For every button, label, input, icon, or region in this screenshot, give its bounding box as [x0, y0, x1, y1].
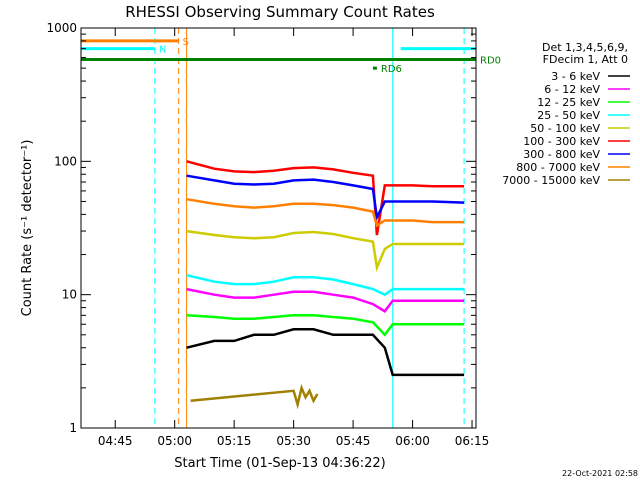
x-tick-label-0: 04:45 [98, 434, 133, 448]
y-tick-label-2: 100 [54, 154, 77, 168]
attenuator-bars: S N RD0 RD6 [81, 37, 501, 75]
series-line-2 [186, 314, 465, 337]
x-tick-label-6: 06:15 [455, 434, 490, 448]
legend-label-7: 800 - 7000 keV [516, 161, 600, 174]
legend-label-5: 100 - 300 keV [523, 135, 600, 148]
x-tick-label-3: 05:30 [276, 434, 311, 448]
footer-timestamp: 22-Oct-2021 02:58 [562, 469, 638, 478]
legend-label-6: 300 - 800 keV [523, 148, 600, 161]
legend-header-0: Det 1,3,4,5,6,9, [542, 41, 628, 54]
series-line-5 [186, 160, 465, 236]
state-bar-label-3: RD0 [480, 56, 501, 67]
series-line-1 [186, 287, 465, 313]
legend-label-3: 25 - 50 keV [537, 109, 600, 122]
axes: 04:45 05:00 05:15 05:30 05:45 06:00 06:15 1 10 10… [46, 21, 489, 448]
legend-label-2: 12 - 25 keV [537, 96, 600, 109]
series-line-7 [186, 197, 465, 228]
series-line-0 [186, 328, 465, 377]
x-tick-label-4: 05:45 [336, 434, 371, 448]
series-group [186, 160, 465, 410]
series-line-8 [190, 383, 319, 410]
state-bar-label-4: RD6 [381, 64, 402, 75]
y-tick-label-3: 1000 [46, 21, 77, 35]
series-line-3 [186, 273, 465, 297]
x-axis-label: Start Time (01-Sep-13 04:36:22) [174, 456, 385, 471]
plot-frame [80, 27, 477, 429]
legend-label-1: 6 - 12 keV [544, 83, 600, 96]
x-tick-label-5: 06:00 [395, 434, 430, 448]
legend-label-8: 7000 - 15000 keV [502, 174, 600, 187]
y-axis-label: Count Rate (s⁻¹ detector⁻¹) [20, 140, 35, 317]
series-line-6 [186, 174, 465, 222]
legend-label-0: 3 - 6 keV [551, 70, 600, 83]
y-tick-label-0: 1 [69, 421, 77, 435]
series-line-4 [186, 229, 465, 273]
legend-header-1: FDecim 1, Att 0 [543, 53, 628, 66]
x-tick-label-1: 05:00 [157, 434, 192, 448]
legend-label-4: 50 - 100 keV [530, 122, 600, 135]
legend: Det 1,3,4,5,6,9,FDecim 1, Att 0 3 - 6 keV… [502, 41, 630, 187]
chart-title: RHESSI Observing Summary Count Rates [125, 3, 435, 21]
x-tick-label-2: 05:15 [217, 434, 252, 448]
y-tick-label-1: 10 [62, 288, 77, 302]
state-bar-label-1: N [159, 45, 166, 56]
marker-lines [154, 28, 465, 428]
state-bar-label-0: S [183, 37, 189, 48]
